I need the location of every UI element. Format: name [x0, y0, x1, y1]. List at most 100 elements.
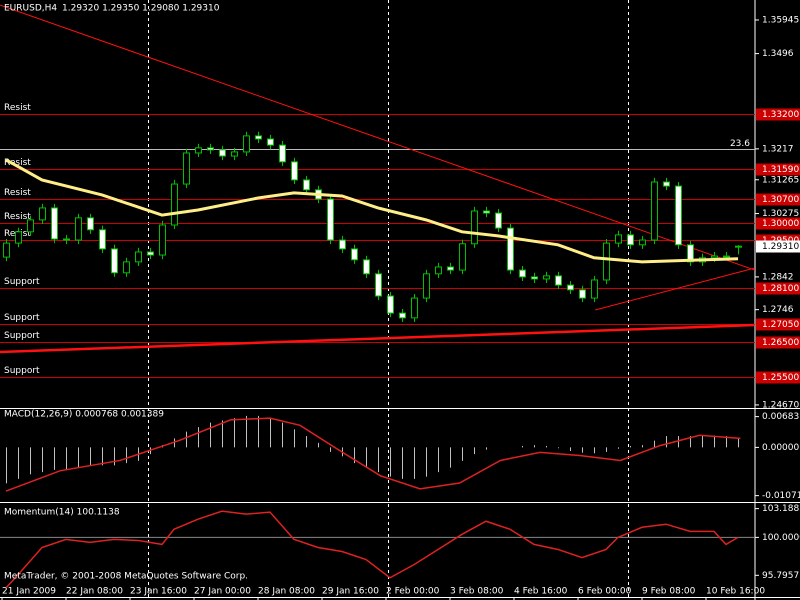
- candle-body: [591, 279, 598, 299]
- momentum-title: Momentum(14) 100.1138: [4, 508, 120, 518]
- candle-body: [351, 248, 358, 261]
- candle-body: [339, 239, 346, 250]
- candle-body: [87, 217, 94, 231]
- fib-label: 23.6: [730, 139, 750, 149]
- candle-body: [3, 242, 10, 258]
- candle-body: [507, 227, 514, 271]
- y-tick-label: 1.3217: [762, 144, 794, 154]
- macd-signal: [5, 417, 741, 492]
- level-price-label: 1.26500: [762, 338, 799, 348]
- candle-body: [111, 248, 118, 274]
- candle-body: [711, 255, 718, 259]
- candle-body: [207, 147, 214, 151]
- level-price-label: 1.27050: [762, 320, 799, 330]
- level-price-label: 1.33200: [762, 110, 799, 120]
- candle-body: [651, 181, 658, 241]
- candle-body: [531, 276, 538, 280]
- candle-body: [627, 234, 634, 246]
- candle-body: [171, 183, 178, 226]
- level-price-box: [756, 108, 800, 121]
- candle-body: [543, 275, 550, 280]
- candle-body: [495, 212, 502, 229]
- chart-symbol: EURUSD,H4: [4, 4, 57, 14]
- y-tick-label: 0.00683: [762, 412, 799, 422]
- level-price-box: [756, 336, 800, 349]
- candle-body: [135, 251, 142, 263]
- candle-body: [579, 289, 586, 299]
- candle-body: [687, 244, 694, 263]
- candle-body: [291, 161, 298, 181]
- candle-body: [663, 181, 670, 187]
- x-tick-label: 2 Feb 00:00: [386, 587, 440, 597]
- candle-body: [267, 138, 274, 146]
- candle-body: [735, 245, 742, 248]
- level-label: Support: [4, 366, 40, 376]
- y-tick-label: 1.2746: [762, 305, 794, 315]
- level-price-box: [756, 282, 800, 295]
- candle-body: [255, 135, 262, 140]
- trend-line: [0, 4, 755, 271]
- y-tick-label: 1.31265: [762, 175, 799, 185]
- y-tick-label: 95.7957: [762, 571, 799, 581]
- level-label: Support: [4, 277, 40, 287]
- level-price-box: [756, 217, 800, 230]
- x-tick-label: 3 Feb 08:00: [450, 587, 504, 597]
- level-price-box: [756, 371, 800, 384]
- candle-body: [303, 179, 310, 191]
- candle-body: [519, 269, 526, 278]
- level-price-box: [756, 318, 800, 331]
- candle-body: [603, 242, 610, 281]
- y-tick-label: 100.0000: [762, 533, 800, 543]
- y-tick-label: 1.3496: [762, 49, 794, 59]
- candle-body: [723, 255, 730, 258]
- y-tick-label: 1.30275: [762, 209, 799, 219]
- level-label: Resist: [4, 158, 31, 168]
- x-tick-label: 4 Feb 16:00: [514, 587, 568, 597]
- candle-body: [27, 219, 34, 233]
- current-price-label: 1.29310: [762, 242, 799, 252]
- candle-body: [39, 207, 46, 221]
- candle-body: [423, 273, 430, 299]
- y-tick-label: 0.00000: [762, 443, 799, 453]
- momentum-line: [5, 510, 739, 589]
- candle-body: [147, 251, 154, 256]
- level-label: Resist: [4, 103, 31, 113]
- candle-body: [195, 147, 202, 154]
- candle-body: [435, 266, 442, 275]
- candle-body: [63, 238, 70, 241]
- y-tick-label: -0.01071: [762, 491, 800, 501]
- candle-body: [15, 231, 22, 244]
- x-tick-label: 23 Jan 16:00: [130, 587, 187, 597]
- candle-body: [375, 273, 382, 297]
- x-tick-label: 22 Jan 08:00: [66, 587, 123, 597]
- candle-body: [51, 207, 58, 240]
- candle-body: [387, 295, 394, 314]
- x-tick-label: 9 Feb 08:00: [642, 587, 696, 597]
- candle-body: [459, 243, 466, 271]
- x-tick-label: 6 Feb 00:00: [578, 587, 632, 597]
- candle-body: [159, 224, 166, 256]
- candle-body: [99, 229, 106, 250]
- y-tick-label: 1.24670: [762, 400, 799, 410]
- current-price-box: [756, 240, 800, 253]
- y-tick-label: 1.35945: [762, 15, 799, 25]
- level-price-label: 1.25500: [762, 373, 799, 383]
- candle-body: [411, 297, 418, 319]
- x-tick-label: 10 Feb 16:00: [706, 587, 765, 597]
- copyright: MetaTrader, © 2001-2008 MetaQuotes Softw…: [4, 572, 248, 582]
- candle-body: [123, 261, 130, 274]
- x-tick-label: 28 Jan 08:00: [258, 587, 315, 597]
- chart-layer: 1.35945 1.3496 1.3217 1.31265 1.30275 1.2842 1…: [0, 4, 800, 600]
- chart-ohlc: 1.29320 1.29350 1.29080 1.29310: [62, 4, 220, 14]
- candle-body: [675, 185, 682, 246]
- level-price-label: 1.30000: [762, 219, 799, 229]
- y-tick-label: 1.2842: [762, 272, 794, 282]
- candle-body: [363, 259, 370, 275]
- candle-body: [183, 152, 190, 185]
- trend-line: [0, 323, 755, 354]
- level-price-box: [756, 193, 800, 206]
- level-price-box: [756, 163, 800, 176]
